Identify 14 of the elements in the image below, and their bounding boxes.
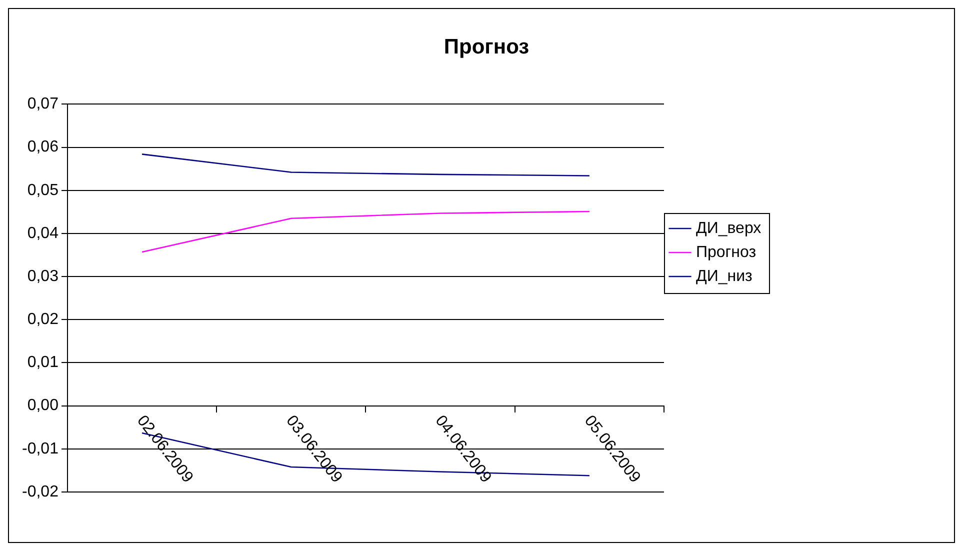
y-tick-label: 0,02 (27, 311, 59, 328)
y-tick-label: 0,01 (27, 354, 59, 372)
y-tick-label: 0,06 (27, 138, 59, 156)
y-tick-label: 0,07 (27, 96, 59, 113)
y-tick-label: 0,04 (27, 224, 59, 242)
y-tick-label: -0,01 (22, 440, 59, 458)
y-tick-label: 0,03 (27, 268, 59, 285)
chart-title: Прогноз (444, 35, 530, 58)
legend-label: ДИ_верх (696, 220, 762, 237)
legend-label: ДИ_низ (696, 268, 752, 285)
y-tick-label: -0,02 (22, 483, 59, 500)
legend-label: Прогноз (696, 244, 756, 261)
y-tick-label: 0,05 (27, 182, 59, 199)
y-tick-label: 0,00 (27, 397, 59, 414)
